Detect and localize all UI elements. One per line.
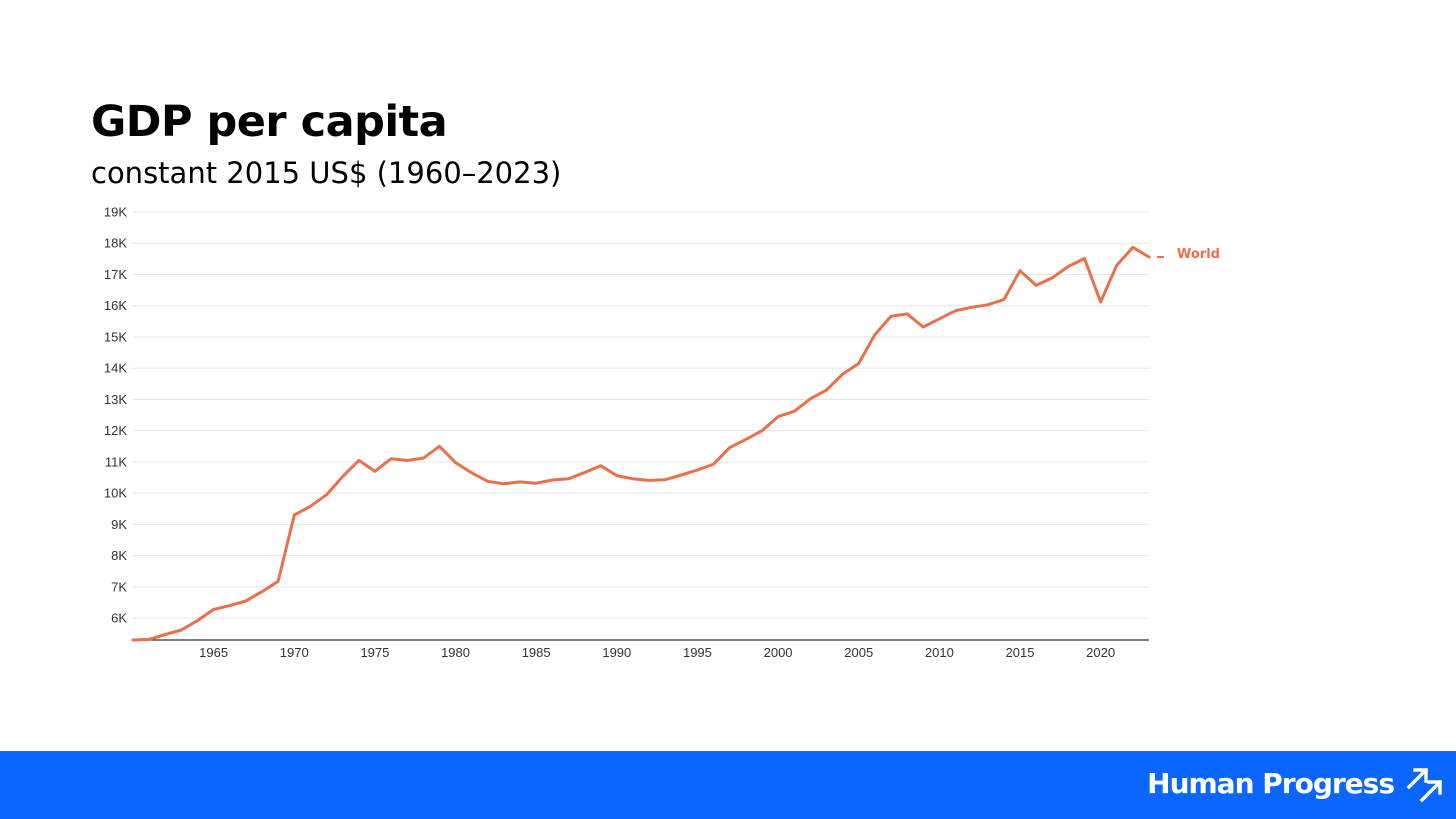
x-tick-label: 1990 <box>602 645 631 660</box>
y-tick-label: 19K <box>104 205 127 220</box>
y-tick-label: 7K <box>111 579 127 594</box>
y-tick-label: 10K <box>104 486 127 501</box>
y-tick-label: 12K <box>104 423 127 438</box>
y-tick-label: 18K <box>104 236 127 251</box>
y-tick-label: 9K <box>111 517 127 532</box>
y-tick-label: 8K <box>111 548 127 563</box>
y-tick-label: 11K <box>105 454 127 469</box>
double-arrow-up-right-icon <box>1406 767 1443 803</box>
y-tick-label: 6K <box>111 611 127 626</box>
brand-name: Human Progress <box>1147 767 1395 800</box>
series-line-world <box>131 245 1151 642</box>
y-tick-label: 15K <box>104 329 127 344</box>
x-tick-label: 1975 <box>360 645 389 660</box>
chart-subtitle: constant 2015 US$ (1960–2023) <box>91 156 562 190</box>
x-tick-label: 1965 <box>199 645 228 660</box>
x-tick-label: 1970 <box>280 645 309 660</box>
chart-title: GDP per capita <box>91 97 448 147</box>
x-tick-label: 1985 <box>522 645 551 660</box>
legend-label-world: World <box>1177 247 1220 262</box>
x-tick-label: 2015 <box>1006 645 1035 660</box>
series-points-world <box>132 246 1151 642</box>
x-tick-label: 1980 <box>441 645 470 660</box>
gdp-line-chart: 6K 7K 8K 9K 10K 11K 12K 13K 14K 15K 16K 17K 18K 19K 1… <box>104 205 1220 661</box>
x-tick-label: 2010 <box>925 645 954 660</box>
x-tick-label: 2005 <box>844 645 873 660</box>
footer-bar: Human Progress <box>0 751 1456 819</box>
y-tick-label: 17K <box>104 267 127 282</box>
y-tick-label: 14K <box>104 361 127 376</box>
x-axis-ticks: 1965 1970 1975 1980 1985 1990 1995 2000 2005 2010… <box>199 645 1115 660</box>
x-tick-label: 2000 <box>764 645 793 660</box>
x-tick-label: 2020 <box>1086 645 1115 660</box>
y-tick-label: 13K <box>104 392 127 407</box>
y-tick-label: 16K <box>104 298 127 313</box>
y-axis-ticks: 6K 7K 8K 9K 10K 11K 12K 13K 14K 15K 16K 17K 18K 19K <box>104 205 127 626</box>
x-tick-label: 1995 <box>683 645 712 660</box>
gridlines <box>133 211 1149 619</box>
